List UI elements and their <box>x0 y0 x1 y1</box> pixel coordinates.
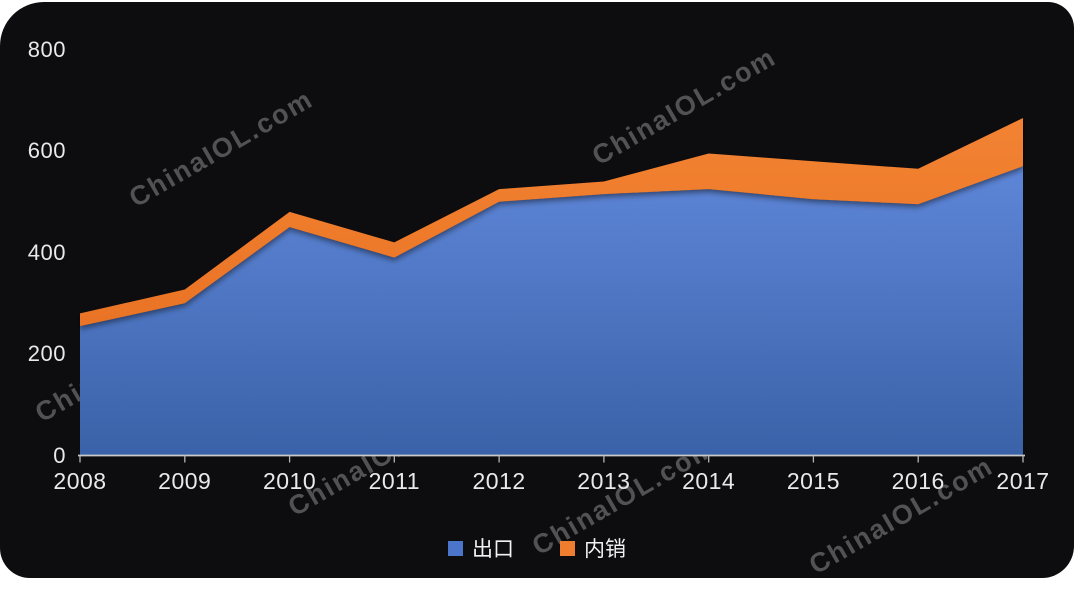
x-axis-tick-marks <box>79 455 1024 463</box>
export-area-series <box>80 166 1023 456</box>
legend-item-domestic: 内销 <box>560 533 626 563</box>
x-axis-tick-label: 2015 <box>786 468 841 494</box>
x-axis-tick-label: 2012 <box>472 468 526 494</box>
domestic-area-series <box>80 118 1023 327</box>
legend-item-export: 出口 <box>448 533 514 563</box>
x-axis-tick-label: 2013 <box>577 468 631 494</box>
legend-label: 内销 <box>584 538 626 561</box>
y-axis-tick-label: 0 <box>53 442 66 468</box>
y-axis-tick-label: 400 <box>27 239 66 265</box>
legend: 出口 内销 <box>0 533 1074 563</box>
legend-swatch-icon <box>448 540 463 556</box>
y-axis-tick-label: 200 <box>27 341 66 366</box>
x-axis-tick-label: 2017 <box>996 468 1050 494</box>
x-axis-tick-label: 2008 <box>53 468 107 494</box>
legend-label: 出口 <box>472 538 514 561</box>
stacked-area-chart <box>78 118 1025 463</box>
legend-swatch-icon <box>560 540 575 556</box>
y-axis-tick-label: 600 <box>27 138 66 163</box>
x-axis-tick-label: 2011 <box>368 468 421 494</box>
x-axis-tick-label: 2010 <box>262 468 317 494</box>
y-axis-tick-label: 800 <box>27 36 66 62</box>
x-axis-tick-label: 2014 <box>682 468 736 494</box>
x-axis-tick-label: 2009 <box>158 468 212 494</box>
chart-panel: ChinaIOL.com ChinaIOL.com ChinaIOL.com Chin… <box>0 2 1074 578</box>
x-axis-tick-label: 2016 <box>891 468 945 494</box>
